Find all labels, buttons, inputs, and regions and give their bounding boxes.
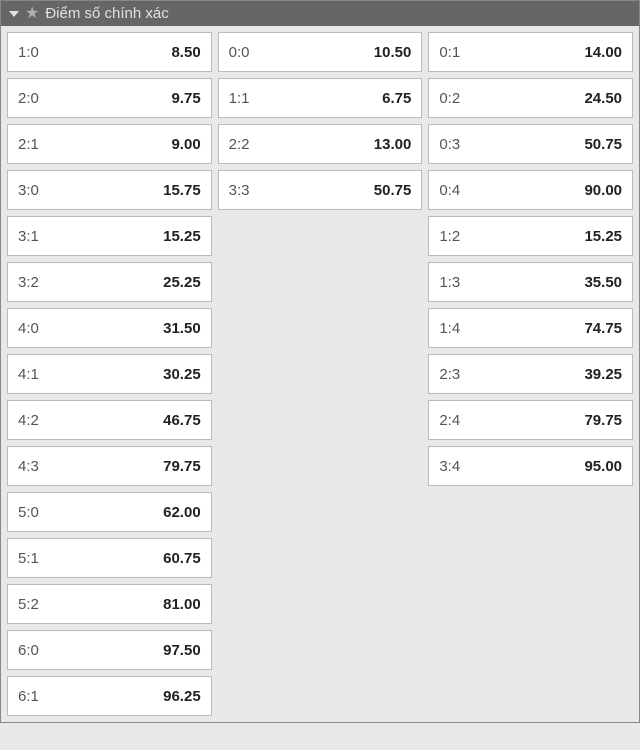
odds-value: 79.75 — [163, 458, 201, 475]
score-label: 3:3 — [229, 182, 250, 199]
score-label: 0:4 — [439, 182, 460, 199]
odds-value: 95.00 — [584, 458, 622, 475]
odds-value: 74.75 — [584, 320, 622, 337]
odds-value: 31.50 — [163, 320, 201, 337]
score-label: 3:4 — [439, 458, 460, 475]
score-label: 6:0 — [18, 642, 39, 659]
odds-value: 60.75 — [163, 550, 201, 567]
score-label: 2:2 — [229, 136, 250, 153]
odds-cell[interactable]: 3:4 95.00 — [428, 446, 633, 486]
score-label: 4:2 — [18, 412, 39, 429]
odds-cell[interactable]: 3:1 15.25 — [7, 216, 212, 256]
odds-value: 96.25 — [163, 688, 201, 705]
odds-value: 6.75 — [382, 90, 411, 107]
correct-score-panel: ★ Điểm số chính xác 1:0 8.50 2:0 9.75 2:1 9.0… — [0, 0, 640, 723]
odds-cell[interactable]: 6:1 96.25 — [7, 676, 212, 716]
odds-value: 9.00 — [171, 136, 200, 153]
odds-column-away: 0:1 14.00 0:2 24.50 0:3 50.75 0:4 90.00 1:2 15.25… — [428, 32, 633, 716]
score-label: 1:2 — [439, 228, 460, 245]
score-label: 2:0 — [18, 90, 39, 107]
odds-value: 35.50 — [584, 274, 622, 291]
odds-cell[interactable]: 5:1 60.75 — [7, 538, 212, 578]
score-label: 5:1 — [18, 550, 39, 567]
odds-value: 24.50 — [584, 90, 622, 107]
odds-value: 25.25 — [163, 274, 201, 291]
score-label: 3:1 — [18, 228, 39, 245]
odds-value: 10.50 — [374, 44, 412, 61]
odds-value: 30.25 — [163, 366, 201, 383]
odds-cell[interactable]: 4:3 79.75 — [7, 446, 212, 486]
odds-cell[interactable]: 1:0 8.50 — [7, 32, 212, 72]
odds-value: 97.50 — [163, 642, 201, 659]
odds-cell[interactable]: 3:2 25.25 — [7, 262, 212, 302]
odds-cell[interactable]: 0:1 14.00 — [428, 32, 633, 72]
score-label: 1:3 — [439, 274, 460, 291]
odds-value: 79.75 — [584, 412, 622, 429]
score-label: 2:4 — [439, 412, 460, 429]
score-label: 1:4 — [439, 320, 460, 337]
odds-cell[interactable]: 2:4 79.75 — [428, 400, 633, 440]
odds-cell[interactable]: 1:3 35.50 — [428, 262, 633, 302]
score-label: 2:3 — [439, 366, 460, 383]
score-label: 0:0 — [229, 44, 250, 61]
score-label: 4:0 — [18, 320, 39, 337]
odds-value: 8.50 — [171, 44, 200, 61]
odds-cell[interactable]: 1:2 15.25 — [428, 216, 633, 256]
odds-value: 14.00 — [584, 44, 622, 61]
score-label: 3:0 — [18, 182, 39, 199]
odds-cell[interactable]: 4:0 31.50 — [7, 308, 212, 348]
odds-cell[interactable]: 0:4 90.00 — [428, 170, 633, 210]
odds-cell[interactable]: 4:2 46.75 — [7, 400, 212, 440]
odds-value: 46.75 — [163, 412, 201, 429]
score-label: 0:2 — [439, 90, 460, 107]
odds-cell[interactable]: 0:3 50.75 — [428, 124, 633, 164]
odds-value: 90.00 — [584, 182, 622, 199]
odds-cell[interactable]: 0:0 10.50 — [218, 32, 423, 72]
odds-column-draw: 0:0 10.50 1:1 6.75 2:2 13.00 3:3 50.75 — [218, 32, 423, 716]
chevron-down-icon — [9, 11, 19, 17]
odds-value: 15.25 — [584, 228, 622, 245]
odds-cell[interactable]: 3:3 50.75 — [218, 170, 423, 210]
score-label: 2:1 — [18, 136, 39, 153]
odds-cell[interactable]: 2:0 9.75 — [7, 78, 212, 118]
odds-cell[interactable]: 1:1 6.75 — [218, 78, 423, 118]
odds-value: 13.00 — [374, 136, 412, 153]
panel-title: Điểm số chính xác — [45, 5, 168, 22]
score-label: 4:3 — [18, 458, 39, 475]
odds-value: 9.75 — [171, 90, 200, 107]
odds-value: 81.00 — [163, 596, 201, 613]
odds-cell[interactable]: 2:3 39.25 — [428, 354, 633, 394]
odds-value: 50.75 — [584, 136, 622, 153]
score-label: 0:1 — [439, 44, 460, 61]
score-label: 3:2 — [18, 274, 39, 291]
odds-value: 15.75 — [163, 182, 201, 199]
odds-cell[interactable]: 0:2 24.50 — [428, 78, 633, 118]
odds-column-home: 1:0 8.50 2:0 9.75 2:1 9.00 3:0 15.75 3:1 15.25 3:2… — [7, 32, 212, 716]
score-label: 0:3 — [439, 136, 460, 153]
odds-cell[interactable]: 5:0 62.00 — [7, 492, 212, 532]
odds-cell[interactable]: 2:2 13.00 — [218, 124, 423, 164]
odds-cell[interactable]: 6:0 97.50 — [7, 630, 212, 670]
panel-body: 1:0 8.50 2:0 9.75 2:1 9.00 3:0 15.75 3:1 15.25 3:2… — [1, 26, 639, 722]
score-label: 5:0 — [18, 504, 39, 521]
odds-cell[interactable]: 3:0 15.75 — [7, 170, 212, 210]
odds-value: 62.00 — [163, 504, 201, 521]
score-label: 4:1 — [18, 366, 39, 383]
star-icon[interactable]: ★ — [25, 6, 39, 22]
score-label: 6:1 — [18, 688, 39, 705]
odds-cell[interactable]: 4:1 30.25 — [7, 354, 212, 394]
odds-cell[interactable]: 5:2 81.00 — [7, 584, 212, 624]
odds-value: 15.25 — [163, 228, 201, 245]
score-label: 1:0 — [18, 44, 39, 61]
odds-value: 50.75 — [374, 182, 412, 199]
odds-cell[interactable]: 1:4 74.75 — [428, 308, 633, 348]
panel-header[interactable]: ★ Điểm số chính xác — [1, 1, 639, 26]
score-label: 1:1 — [229, 90, 250, 107]
odds-cell[interactable]: 2:1 9.00 — [7, 124, 212, 164]
score-label: 5:2 — [18, 596, 39, 613]
odds-value: 39.25 — [584, 366, 622, 383]
